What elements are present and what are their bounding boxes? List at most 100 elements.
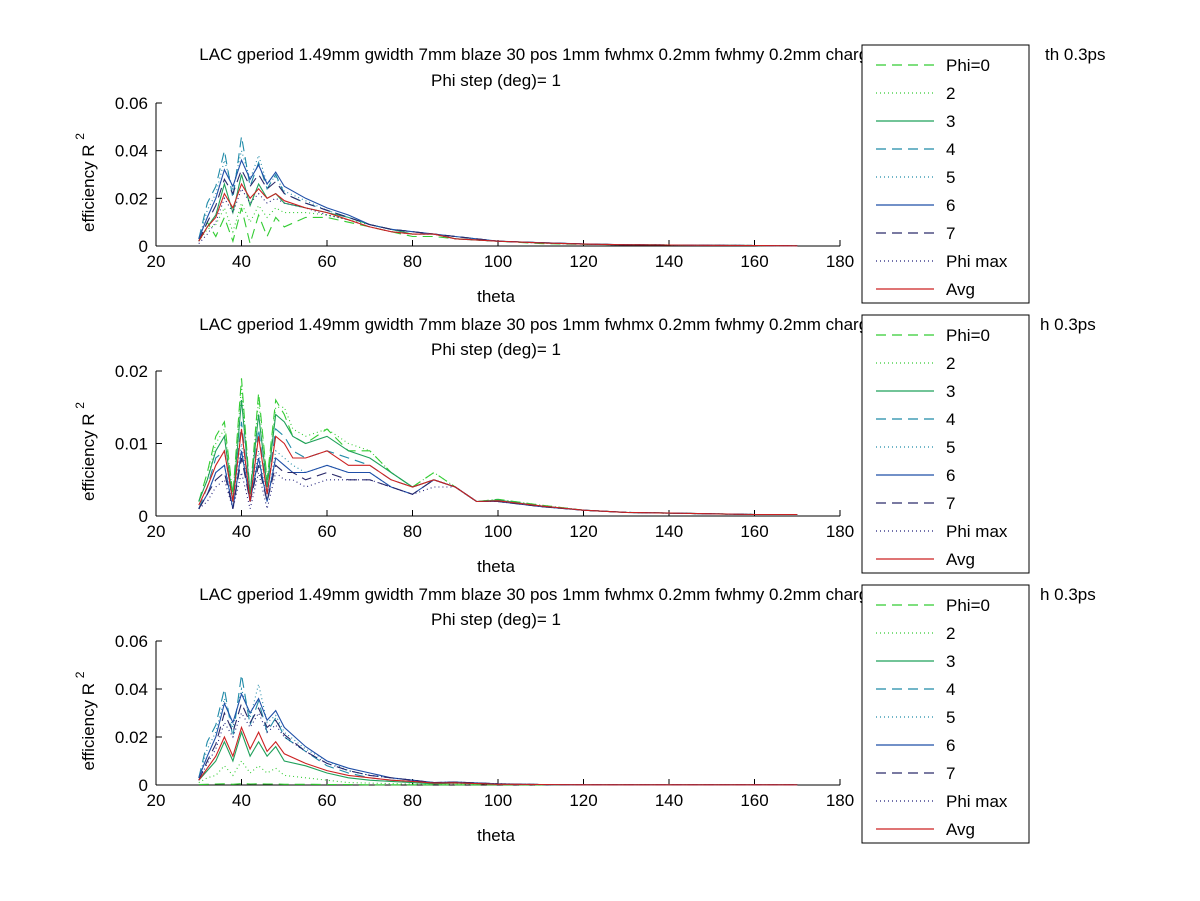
- legend-label: Avg: [946, 280, 975, 299]
- legend-label: 4: [946, 140, 955, 159]
- legend: Phi=0 2 3 4 5 6 7 Phi max Avg: [861, 584, 1030, 844]
- series-line-9: [198, 428, 798, 516]
- y-axis-label: efficiency R 2: [73, 402, 98, 501]
- y-tick-label: 0.02: [115, 189, 148, 208]
- series-line-5: [198, 684, 798, 786]
- series-line-7: [198, 701, 798, 786]
- x-tick-label: 140: [655, 522, 683, 541]
- x-tick-label: 20: [147, 522, 166, 541]
- legend-label: Phi=0: [946, 326, 990, 345]
- series-line-9: [198, 182, 798, 247]
- legend-label: 2: [946, 84, 955, 103]
- series-line-4: [198, 674, 798, 786]
- subplot-2: LAC gperiod 1.49mm gwidth 7mm blaze 30 p…: [73, 314, 1096, 576]
- legend-label: Phi max: [946, 252, 1008, 271]
- series-line-8: [198, 187, 798, 247]
- x-tick-label: 160: [740, 791, 768, 810]
- series-line-5: [198, 148, 798, 247]
- chart-subtitle: Phi step (deg)= 1: [431, 71, 561, 90]
- x-tick-label: 180: [826, 252, 854, 271]
- x-tick-label: 100: [484, 252, 512, 271]
- legend-label: 3: [946, 652, 955, 671]
- series-line-1: [198, 783, 798, 786]
- chart-title: LAC gperiod 1.49mm gwidth 7mm blaze 30 p…: [199, 315, 910, 334]
- legend-label: 3: [946, 382, 955, 401]
- x-tick-label: 180: [826, 791, 854, 810]
- legend: Phi=0 2 3 4 5 6 7 Phi max Avg: [861, 314, 1030, 574]
- series-line-2: [198, 385, 798, 516]
- y-axis-label-superscript: 2: [73, 133, 87, 140]
- series-line-8: [198, 711, 798, 786]
- legend-box: [861, 584, 1030, 844]
- chart-title: LAC gperiod 1.49mm gwidth 7mm blaze 30 p…: [199, 45, 910, 64]
- y-tick-label: 0: [139, 776, 148, 795]
- y-tick-label: 0.04: [115, 680, 148, 699]
- legend-label: Avg: [946, 550, 975, 569]
- x-tick-label: 80: [403, 791, 422, 810]
- series-line-3: [198, 174, 798, 247]
- x-tick-label: 140: [655, 791, 683, 810]
- legend-label: Phi=0: [946, 56, 990, 75]
- x-tick-label: 60: [318, 522, 337, 541]
- x-axis-label: theta: [477, 557, 515, 576]
- x-tick-label: 60: [318, 252, 337, 271]
- x-tick-label: 80: [403, 522, 422, 541]
- legend-label: 7: [946, 764, 955, 783]
- x-axis-label: theta: [477, 287, 515, 306]
- x-tick-label: 120: [569, 791, 597, 810]
- series-line-5: [198, 443, 798, 516]
- y-tick-label: 0.02: [115, 362, 148, 381]
- chart-subtitle: Phi step (deg)= 1: [431, 610, 561, 629]
- y-axis-label: efficiency R 2: [73, 133, 98, 232]
- y-tick-label: 0: [139, 507, 148, 526]
- legend-label: Phi=0: [946, 596, 990, 615]
- series-line-9: [198, 725, 798, 786]
- x-tick-label: 160: [740, 522, 768, 541]
- x-tick-label: 140: [655, 252, 683, 271]
- y-tick-label: 0.04: [115, 142, 148, 161]
- legend-label: 2: [946, 624, 955, 643]
- chart-subtitle: Phi step (deg)= 1: [431, 340, 561, 359]
- x-tick-label: 60: [318, 791, 337, 810]
- legend-label: 5: [946, 168, 955, 187]
- legend-label: 7: [946, 494, 955, 513]
- x-tick-label: 120: [569, 522, 597, 541]
- y-axis-label-superscript: 2: [73, 671, 87, 678]
- chart-title-tail: h 0.3ps: [1040, 315, 1096, 334]
- y-tick-label: 0.02: [115, 728, 148, 747]
- series-line-1: [198, 378, 798, 516]
- legend-box: [861, 44, 1030, 304]
- series-line-1: [198, 207, 798, 247]
- y-tick-label: 0.06: [115, 632, 148, 651]
- series-line-6: [198, 158, 798, 247]
- y-axis-label: efficiency R 2: [73, 671, 98, 770]
- x-tick-label: 100: [484, 791, 512, 810]
- legend-box: [861, 314, 1030, 574]
- legend-label: 5: [946, 438, 955, 457]
- legend-label: 4: [946, 680, 955, 699]
- series-line-4: [198, 136, 798, 247]
- x-tick-label: 40: [232, 252, 251, 271]
- legend-label: 5: [946, 708, 955, 727]
- x-tick-label: 120: [569, 252, 597, 271]
- subplot-3: LAC gperiod 1.49mm gwidth 7mm blaze 30 p…: [73, 584, 1096, 845]
- series-line-7: [198, 168, 798, 247]
- x-tick-label: 100: [484, 522, 512, 541]
- x-tick-label: 40: [232, 791, 251, 810]
- chart-title-tail: h 0.3ps: [1040, 585, 1096, 604]
- series-line-7: [198, 457, 798, 516]
- y-tick-label: 0: [139, 237, 148, 256]
- series-line-8: [198, 471, 798, 516]
- y-axis-label-superscript: 2: [73, 402, 87, 409]
- legend-label: Phi max: [946, 792, 1008, 811]
- legend-label: 2: [946, 354, 955, 373]
- legend-label: Phi max: [946, 522, 1008, 541]
- series-line-6: [198, 450, 798, 516]
- x-tick-label: 40: [232, 522, 251, 541]
- x-tick-label: 180: [826, 522, 854, 541]
- chart-title-tail: th 0.3ps: [1045, 45, 1106, 64]
- x-axis-label: theta: [477, 826, 515, 845]
- x-tick-label: 20: [147, 791, 166, 810]
- legend-label: 4: [946, 410, 955, 429]
